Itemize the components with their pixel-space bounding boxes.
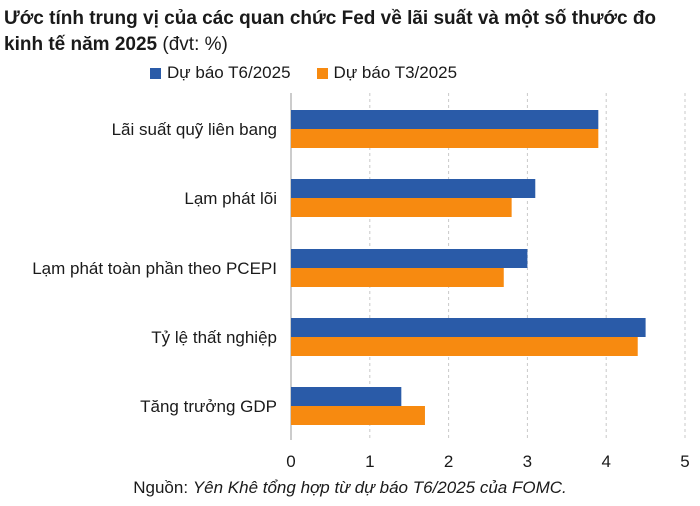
bar-t3-4 xyxy=(291,406,425,425)
x-tick-label-5: 5 xyxy=(680,452,689,471)
bar-t3-0 xyxy=(291,129,599,148)
category-label-1: Lạm phát lõi xyxy=(184,189,277,208)
legend-item-t3: Dự báo T3/2025 xyxy=(316,63,458,83)
chart-title-unit: (đvt: %) xyxy=(162,34,228,55)
x-tick-label-4: 4 xyxy=(601,452,610,471)
legend-label-t3: Dự báo T3/2025 xyxy=(333,63,458,82)
x-tick-label-0: 0 xyxy=(286,452,295,471)
chart-legend: Dự báo T6/2025 Dự báo T3/2025 xyxy=(150,62,483,84)
category-label-0: Lãi suất quỹ liên bang xyxy=(112,120,277,139)
legend-label-t6: Dự báo T6/2025 xyxy=(167,63,291,82)
bar-t6-4 xyxy=(291,387,402,406)
source-prefix: Nguồn: xyxy=(133,478,189,497)
source-note: Nguồn: Yên Khê tổng hợp từ dự báo T6/202… xyxy=(0,478,700,498)
chart-title-main: Ước tính trung vị của các quan chức Fed … xyxy=(4,8,657,55)
category-label-3: Tỷ lệ thất nghiệp xyxy=(151,328,277,347)
bar-t6-2 xyxy=(291,249,528,268)
bar-t6-1 xyxy=(291,179,536,198)
x-tick-label-1: 1 xyxy=(365,452,374,471)
bar-t6-0 xyxy=(291,110,599,129)
category-label-2: Lạm phát toàn phần theo PCEPI xyxy=(32,259,277,278)
bar-t3-3 xyxy=(291,337,638,356)
source-text: Yên Khê tổng hợp từ dự báo T6/2025 của F… xyxy=(192,478,567,497)
category-label-4: Tăng trưởng GDP xyxy=(140,397,277,416)
legend-item-t6: Dự báo T6/2025 xyxy=(150,63,291,83)
bar-t3-1 xyxy=(291,198,512,217)
x-tick-label-3: 3 xyxy=(523,452,532,471)
x-tick-label-2: 2 xyxy=(444,452,453,471)
bar-t6-3 xyxy=(291,318,646,337)
chart-title: Ước tính trung vị của các quan chức Fed … xyxy=(4,6,696,58)
bar-t3-2 xyxy=(291,268,504,287)
legend-swatch-t6 xyxy=(150,67,161,79)
legend-swatch-t3 xyxy=(316,67,328,79)
